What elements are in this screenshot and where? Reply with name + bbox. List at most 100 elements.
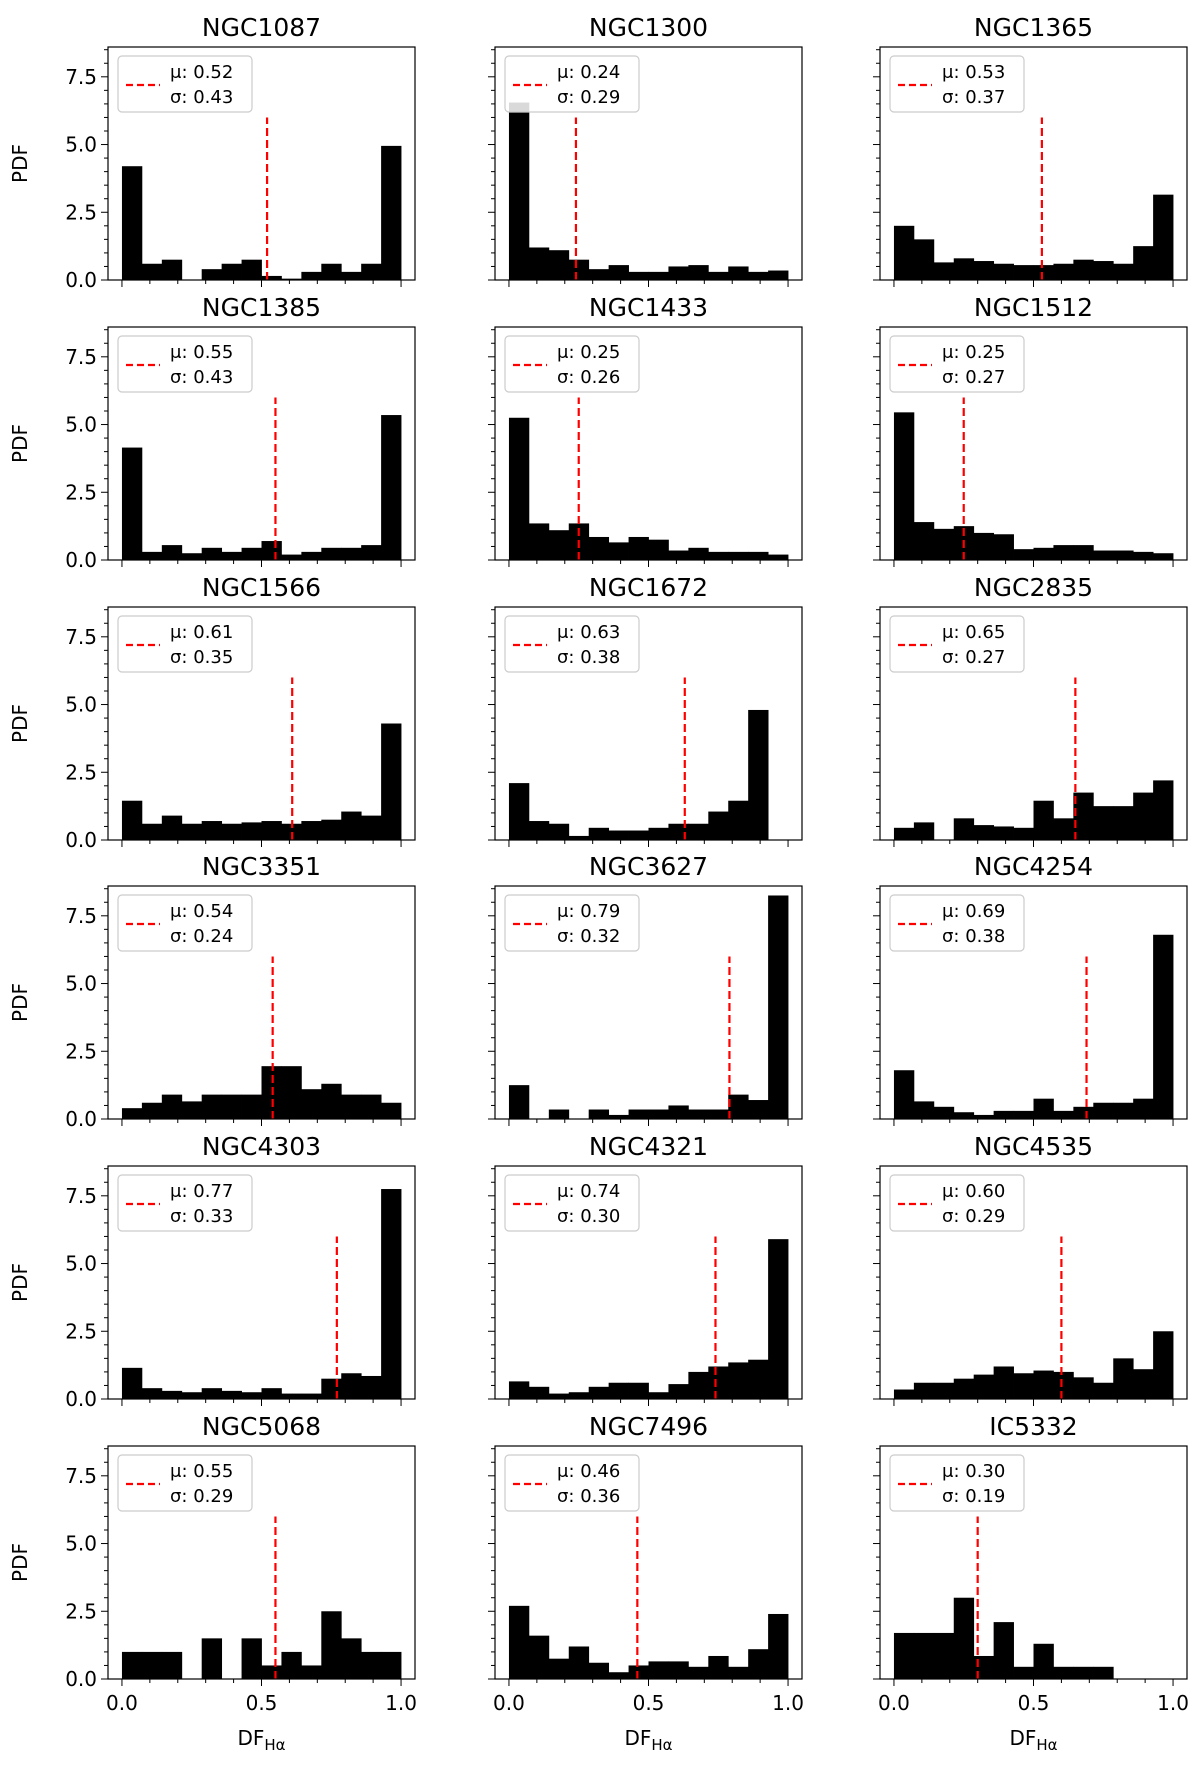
histogram-bar [381,415,402,560]
histogram-bar [281,278,302,280]
histogram-bar [1033,547,1054,560]
histogram-bar [1053,1371,1074,1399]
histogram-bar [628,1665,649,1679]
panel-title: NGC4254 [974,852,1093,881]
histogram-bar [588,269,610,280]
histogram-bar [1033,265,1054,280]
histogram-bar [161,1094,183,1119]
histogram-bar [608,265,629,280]
histogram-bar [121,166,143,280]
x-tick-label: 1.0 [772,1691,804,1715]
x-tick-label: 0.0 [878,1691,910,1715]
y-tick-label: 0.0 [65,828,97,852]
histogram-bar [201,547,223,560]
histogram-bar [728,1362,749,1399]
histogram-bar [933,1632,955,1679]
panel-title: NGC7496 [589,1412,708,1441]
histogram-bar [201,1094,223,1119]
histogram-bar [1013,1373,1034,1399]
histogram-bar [993,263,1014,280]
legend-std-label: σ: 0.24 [170,926,233,947]
histogram-bar [933,528,955,560]
legend-mean-label: μ: 0.54 [170,901,233,922]
y-tick-label: 2.5 [65,1599,97,1623]
panel-title: NGC4535 [974,1132,1093,1161]
legend-box [117,1454,253,1512]
histogram-bar [1073,1377,1094,1399]
histogram-bar [381,145,402,280]
y-axis-label: PDF [8,424,32,463]
legend-std-label: σ: 0.29 [557,87,620,108]
histogram-bar [1033,800,1054,840]
histogram-bar [528,821,550,840]
legend-std-label: σ: 0.27 [942,367,1005,388]
histogram-bar [628,830,649,840]
histogram-bar [568,259,590,280]
histogram-bar [668,1105,689,1119]
legend-std-label: σ: 0.35 [170,647,233,668]
histogram-bar [181,823,203,840]
panel-title: NGC1433 [589,293,708,322]
histogram-bar [708,1366,729,1399]
panel-title: NGC1365 [974,13,1093,42]
histogram-bar [121,1367,143,1399]
histogram-bar [261,821,282,840]
legend-box [504,1174,640,1232]
y-tick-label: 0.0 [65,548,97,572]
y-tick-label: 0.0 [65,1107,97,1131]
y-tick-label: 7.5 [65,345,97,369]
histogram-bar [893,1070,915,1119]
legend-mean-label: μ: 0.25 [942,342,1005,363]
legend-mean-label: μ: 0.74 [557,1181,620,1202]
histogram-bar [953,1112,975,1119]
legend-std-label: σ: 0.33 [170,1206,233,1227]
histogram-bar [933,1382,955,1399]
histogram-bar [688,265,709,280]
x-tick-label: 1.0 [1157,1691,1189,1715]
histogram-bar [161,815,183,840]
histogram-bar [548,250,570,280]
histogram-bar [341,1638,362,1679]
y-axis-label: PDF [8,1543,32,1582]
histogram-bar [221,1094,242,1119]
histogram-bar [1113,550,1134,560]
histogram-bar [281,1651,302,1679]
histogram-bar [1153,194,1174,280]
y-tick-label: 7.5 [65,1184,97,1208]
histogram-bar [301,1089,322,1119]
legend-std-label: σ: 0.38 [942,926,1005,947]
histogram-bar [648,1661,669,1679]
panel-title: NGC4303 [202,1132,321,1161]
histogram-bar [973,532,995,560]
histogram-bar [993,1110,1014,1119]
histogram-bar [768,270,789,280]
legend-std-label: σ: 0.32 [557,926,620,947]
histogram-bar [341,271,362,280]
histogram-bar [548,1393,570,1399]
x-tick-label: 1.0 [385,1691,417,1715]
histogram-bar [913,1101,935,1119]
panel-title: NGC1087 [202,13,321,42]
histogram-bar [141,823,163,840]
histogram-bar [261,541,282,560]
x-tick-label: 0.0 [106,1691,138,1715]
legend-box [504,615,640,673]
histogram-bar [241,547,262,560]
y-axis-label: PDF [8,704,32,743]
x-tick-label: 0.5 [246,1691,278,1715]
legend-box [504,1454,640,1512]
histogram-bar [1073,259,1094,280]
x-axis-label: DFHα [237,1726,285,1754]
histogram-bar [341,547,362,560]
panel-title: NGC3627 [589,852,708,881]
y-tick-label: 0.0 [65,1387,97,1411]
histogram-bar [141,1388,163,1399]
histogram-bar [648,271,669,280]
histogram-bar [261,1665,282,1679]
y-tick-label: 7.5 [65,625,97,649]
legend-box [889,55,1025,113]
histogram-bar [321,819,342,840]
y-tick-label: 7.5 [65,904,97,928]
panel-title: NGC1672 [589,573,708,602]
